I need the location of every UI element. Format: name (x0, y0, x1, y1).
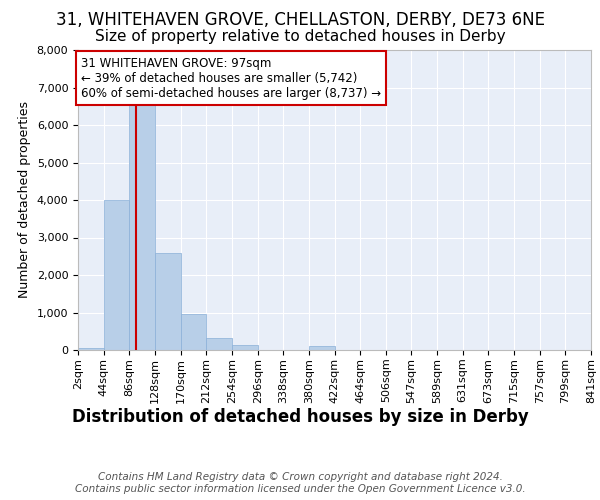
Bar (309, 346, 335, 350)
Text: 31, WHITEHAVEN GROVE, CHELLASTON, DERBY, DE73 6NE: 31, WHITEHAVEN GROVE, CHELLASTON, DERBY,… (56, 11, 545, 29)
Bar (130, 102, 155, 350)
Text: Distribution of detached houses by size in Derby: Distribution of detached houses by size … (71, 408, 529, 426)
Text: Size of property relative to detached houses in Derby: Size of property relative to detached ho… (95, 29, 505, 44)
Text: 31 WHITEHAVEN GROVE: 97sqm
← 39% of detached houses are smaller (5,742)
60% of s: 31 WHITEHAVEN GROVE: 97sqm ← 39% of deta… (81, 57, 381, 100)
Bar (104, 200, 130, 350)
Bar (181, 314, 206, 350)
Text: Contains HM Land Registry data © Crown copyright and database right 2024.
Contai: Contains HM Land Registry data © Crown c… (74, 472, 526, 494)
Y-axis label: Number of detached properties: Number of detached properties (18, 102, 31, 298)
Bar (155, 252, 181, 350)
Bar (232, 346, 258, 350)
Bar (206, 338, 232, 350)
Bar (78, 348, 104, 350)
